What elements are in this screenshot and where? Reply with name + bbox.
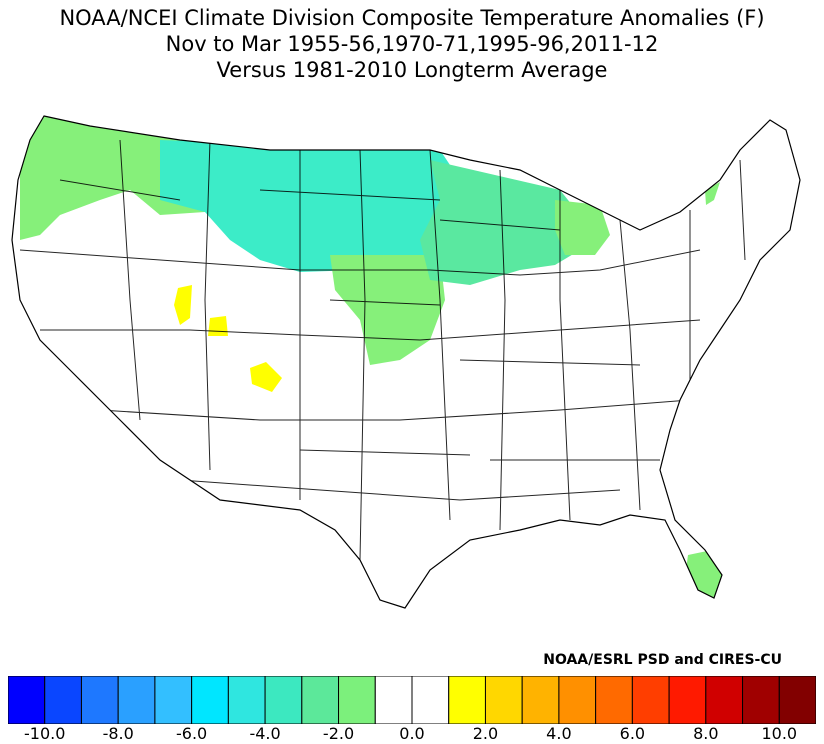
map-title: NOAA/NCEI Climate Division Composite Tem… bbox=[59, 6, 765, 30]
color-swatch bbox=[80, 676, 119, 724]
color-swatch bbox=[301, 676, 340, 724]
color-swatch bbox=[705, 676, 744, 724]
color-scale-tick-label: 0.0 bbox=[399, 724, 425, 743]
color-swatch bbox=[191, 676, 229, 724]
color-swatch bbox=[521, 676, 560, 724]
color-scale-tick-label: -6.0 bbox=[176, 724, 208, 743]
color-swatch bbox=[595, 676, 633, 724]
map-subtitle-baseline: Versus 1981-2010 Longterm Average bbox=[216, 58, 608, 82]
color-swatch bbox=[448, 676, 486, 724]
anomaly-region-nevada bbox=[174, 285, 192, 325]
color-swatch bbox=[484, 676, 523, 724]
color-swatch bbox=[44, 676, 82, 724]
anomaly-region-michigan bbox=[555, 200, 610, 255]
color-scale-tick-label: 2.0 bbox=[472, 724, 499, 743]
anomaly-region-upper-midwest bbox=[420, 160, 580, 285]
color-scale-tick-label: -4.0 bbox=[249, 724, 281, 743]
color-swatch bbox=[338, 676, 376, 724]
color-swatch bbox=[227, 676, 266, 724]
us-climate-division-map bbox=[11, 115, 801, 609]
color-scale-tick-label: 10.0 bbox=[761, 724, 798, 743]
anomaly-region-colorado bbox=[250, 362, 282, 392]
color-scale-tick-label: -8.0 bbox=[102, 724, 134, 743]
anomaly-region-central-plains bbox=[330, 255, 445, 365]
color-swatch bbox=[631, 676, 670, 724]
color-scale-tick-label: 8.0 bbox=[693, 724, 719, 743]
color-swatch bbox=[374, 676, 413, 724]
color-scale-tick-label: -2.0 bbox=[322, 724, 355, 743]
data-credit: NOAA/ESRL PSD and CIRES-CU bbox=[543, 652, 782, 668]
color-swatch bbox=[778, 676, 816, 724]
anomaly-region-northern-plains bbox=[160, 140, 460, 272]
map-subtitle-period: Nov to Mar 1955-56,1970-71,1995-96,2011-… bbox=[165, 32, 659, 56]
color-swatch bbox=[117, 676, 156, 724]
color-swatch bbox=[154, 676, 193, 724]
color-swatch bbox=[411, 676, 450, 724]
color-swatch bbox=[558, 676, 597, 724]
color-scale-tick-label: -10.0 bbox=[24, 724, 66, 743]
color-scale-tick-label: 6.0 bbox=[619, 724, 646, 743]
color-swatch bbox=[264, 676, 303, 724]
anomaly-region-maine bbox=[705, 182, 720, 205]
color-swatch bbox=[668, 676, 707, 724]
anomaly-region-utah bbox=[208, 316, 228, 336]
color-scale-bar bbox=[8, 676, 816, 724]
color-scale-ticks: -10.0 -8.0 -6.0 -4.0 -2.0 0.0 2.0 4.0 6.0 8.0 10.0 bbox=[0, 724, 824, 744]
color-swatch bbox=[8, 676, 46, 724]
color-swatch bbox=[742, 676, 780, 724]
color-scale-tick-label: 4.0 bbox=[546, 724, 572, 743]
